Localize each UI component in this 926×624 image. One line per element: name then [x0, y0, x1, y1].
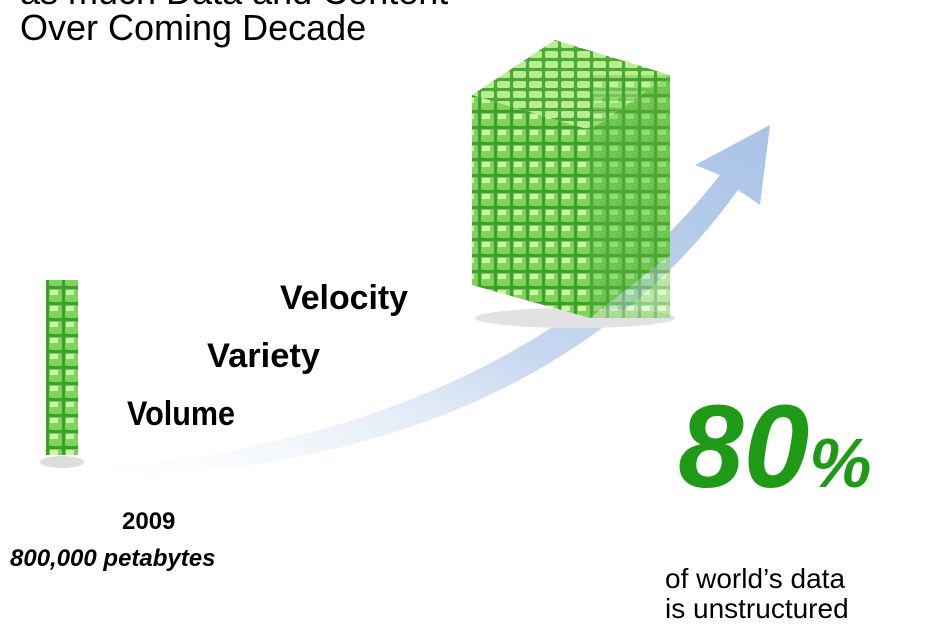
amount: 800,000 petabytes	[10, 545, 215, 572]
headline-line: Over Coming Decade	[20, 7, 366, 48]
big-block-front	[472, 95, 590, 318]
year: 2009	[122, 508, 175, 535]
small-data-stack	[46, 280, 78, 455]
stat-number: 80	[678, 381, 809, 513]
growth-label: Velocity	[280, 279, 408, 317]
stat: 80%	[678, 381, 872, 513]
growth-label: Volume	[127, 395, 235, 433]
stat-unit: %	[809, 424, 871, 502]
growth-label: Variety	[207, 337, 320, 375]
headline-line: as much Data and Content	[20, 0, 448, 12]
shadow	[40, 456, 84, 468]
big-block-side-cubes	[590, 75, 670, 318]
stat-caption: of world’s data	[665, 563, 845, 594]
stat-caption: is unstructured	[665, 593, 849, 624]
